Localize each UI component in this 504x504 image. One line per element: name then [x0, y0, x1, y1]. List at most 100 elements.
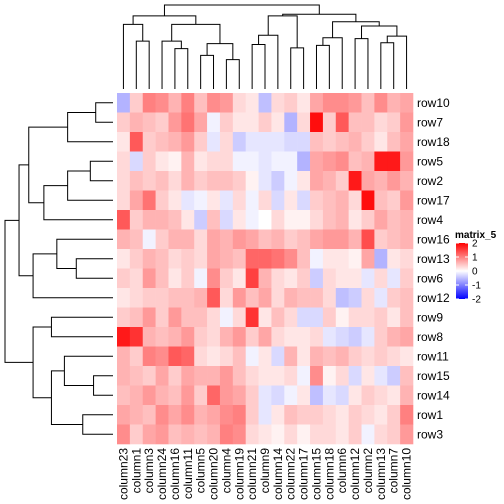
heatmap-cell-row1-column20 — [207, 405, 221, 425]
heatmap-cell-row6-column6 — [335, 268, 349, 289]
column-label-column19: column19 — [232, 448, 246, 500]
heatmap-cell-row8-column23 — [117, 327, 131, 347]
heatmap-cell-row9-column19 — [232, 307, 246, 328]
heatmap-cell-row15-column3 — [142, 366, 156, 386]
heatmap-cell-row13-column18 — [322, 249, 337, 269]
heatmap-cell-row3-column6 — [335, 424, 349, 445]
heatmap-cell-row5-column3 — [142, 151, 156, 172]
heatmap-cell-row6-column17 — [297, 268, 311, 289]
heatmap-cell-row7-column18 — [322, 112, 337, 133]
column-label-column20: column20 — [207, 448, 221, 500]
heatmap-cell-row8-column9 — [258, 327, 272, 347]
heatmap-cell-row7-column22 — [284, 112, 298, 133]
heatmap-cell-row4-column6 — [335, 210, 349, 230]
heatmap-cell-row1-column11 — [181, 405, 195, 425]
legend-tick-label: -1 — [472, 281, 481, 292]
heatmap-cell-row7-column14 — [271, 112, 285, 133]
heatmap-cell-row9-column21 — [245, 307, 259, 328]
heatmap-cell-row11-column24 — [155, 346, 169, 367]
column-label-column2: column2 — [361, 448, 375, 494]
heatmap-cell-row3-column12 — [348, 424, 362, 445]
heatmap-cell-row18-column21 — [245, 132, 259, 152]
heatmap-cell-row16-column19 — [232, 229, 246, 250]
heatmap-cell-row10-column4 — [219, 93, 234, 113]
heatmap-cell-row11-column16 — [168, 346, 182, 367]
heatmap-cell-row7-column7 — [387, 112, 401, 133]
heatmap-cell-row12-column11 — [181, 288, 195, 308]
heatmap-cell-row3-column18 — [322, 424, 337, 445]
heatmap-cell-row9-column17 — [297, 307, 311, 328]
heatmap-cell-row4-column20 — [207, 210, 221, 230]
row-dendrogram-branch — [4, 219, 34, 363]
heatmap-cell-row14-column6 — [335, 385, 349, 406]
row-dendrogram-branch — [50, 316, 113, 338]
heatmap-cell-row14-column11 — [181, 385, 195, 406]
legend-title: matrix_5 — [455, 230, 497, 241]
heatmap-cell-row2-column19 — [232, 171, 246, 191]
heatmap-cell-row14-column22 — [284, 385, 298, 406]
heatmap-cell-row15-column21 — [245, 366, 259, 386]
heatmap-cell-row4-column5 — [194, 210, 208, 230]
heatmap-cell-row12-column22 — [284, 288, 298, 308]
heatmap-cell-row4-column7 — [387, 210, 401, 230]
column-label-column4: column4 — [219, 448, 233, 494]
heatmap-cell-row3-column5 — [194, 424, 208, 445]
column-dendrogram-branch — [200, 54, 215, 89]
heatmap-cell-row4-column24 — [155, 210, 169, 230]
heatmap-cell-row18-column4 — [219, 132, 234, 152]
row-label-row2: row2 — [417, 174, 443, 188]
row-dendrogram-branch — [93, 375, 113, 396]
heatmap-cell-row11-column17 — [297, 346, 311, 367]
heatmap-cell-row10-column10 — [400, 93, 414, 113]
heatmap-cell-row17-column6 — [335, 190, 349, 211]
heatmap-cell-row14-column2 — [361, 385, 375, 406]
heatmap-cell-row11-column7 — [387, 346, 401, 367]
heatmap-cell-row11-column3 — [142, 346, 156, 367]
heatmap-cell-row10-column16 — [168, 93, 182, 113]
heatmap-cell-row15-column24 — [155, 366, 169, 386]
heatmap-cell-row7-column20 — [207, 112, 221, 133]
row-label-row3: row3 — [417, 427, 443, 441]
heatmap-cell-row4-column17 — [297, 210, 311, 230]
heatmap-cell-row6-column13 — [374, 268, 388, 289]
heatmap-cell-row6-column20 — [207, 268, 221, 289]
column-dendrogram-branch — [332, 21, 380, 38]
heatmap-cell-row10-column18 — [322, 93, 337, 113]
heatmap-cell-row11-column10 — [400, 346, 414, 367]
row-dendrogram-branch — [56, 238, 113, 269]
legend-tick-label: 2 — [472, 239, 478, 250]
heatmap-cell-row9-column5 — [194, 307, 208, 328]
heatmap-cell-row1-column14 — [271, 405, 285, 425]
column-label-column1: column1 — [129, 448, 143, 494]
heatmap-cell-row15-column5 — [194, 366, 208, 386]
heatmap-cell-row12-column20 — [207, 288, 221, 308]
heatmap-cell-row12-column10 — [400, 288, 414, 308]
heatmap-cell-row1-column4 — [219, 405, 234, 425]
heatmap-cell-row15-column16 — [168, 366, 182, 386]
heatmap-cell-row18-column6 — [335, 132, 349, 152]
heatmap-cell-row4-column12 — [348, 210, 362, 230]
heatmap-cell-row17-column22 — [284, 190, 298, 211]
column-label-column22: column22 — [284, 448, 298, 500]
heatmap-cell-row5-column7 — [387, 151, 401, 172]
heatmap-cell-row9-column2 — [361, 307, 375, 328]
heatmap-cell-row17-column15 — [310, 190, 324, 211]
heatmap-cell-row17-column23 — [117, 190, 131, 211]
heatmap-cell-row15-column7 — [387, 366, 401, 386]
row-dendrogram-branch — [95, 102, 113, 123]
row-label-row15: row15 — [417, 369, 450, 383]
heatmap-cell-row12-column1 — [129, 288, 144, 308]
column-label-column23: column23 — [116, 448, 130, 500]
heatmap-cell-row1-column3 — [142, 405, 156, 425]
heatmap-cell-row17-column1 — [129, 190, 144, 211]
heatmap-cell-row9-column16 — [168, 307, 182, 328]
heatmap-cell-row10-column17 — [297, 93, 311, 113]
heatmap-cell-row15-column4 — [219, 366, 234, 386]
heatmap-cell-row18-column22 — [284, 132, 298, 152]
column-dendrogram-branch — [163, 4, 320, 16]
heatmap-cell-row15-column6 — [335, 366, 349, 386]
heatmap-cell-row11-column2 — [361, 346, 375, 367]
row-label-row18: row18 — [417, 135, 450, 149]
row-dendrogram-branch — [67, 112, 113, 143]
heatmap-cell-row6-column7 — [387, 268, 401, 289]
